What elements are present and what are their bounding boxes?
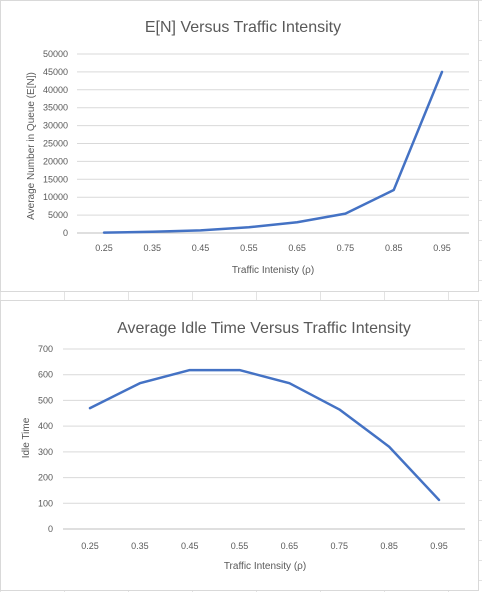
x-tick-label: 0.35 <box>144 243 162 253</box>
x-tick-label: 0.95 <box>433 243 451 253</box>
data-point <box>388 445 390 448</box>
x-tick-label: 0.35 <box>131 541 149 551</box>
x-tick-label: 0.45 <box>181 541 199 551</box>
data-point <box>296 221 298 224</box>
chart-title: Average Idle Time Versus Traffic Intensi… <box>117 320 411 337</box>
y-tick-label: 5000 <box>48 210 68 220</box>
x-tick-label: 0.85 <box>380 541 398 551</box>
x-tick-label: 0.25 <box>95 243 113 253</box>
x-tick-label: 0.85 <box>385 243 403 253</box>
y-tick-label: 700 <box>38 344 53 354</box>
chart-en-vs-traffic[interactable]: E[N] Versus Traffic Intensity 0 5000 10000 1… <box>0 0 479 292</box>
y-tick-label: 30000 <box>43 121 68 131</box>
chart-title: E[N] Versus Traffic Intensity <box>145 19 341 36</box>
y-tick-label: 50000 <box>43 49 68 59</box>
y-tick-label: 40000 <box>43 85 68 95</box>
chart-idle-vs-traffic[interactable]: Average Idle Time Versus Traffic Intensi… <box>0 300 479 591</box>
data-point <box>139 382 141 384</box>
x-axis-title: Traffic Intensity (ρ) <box>224 561 306 572</box>
chart-en-svg: E[N] Versus Traffic Intensity 0 5000 10000 1… <box>26 19 469 276</box>
series-line <box>88 368 441 502</box>
y-tick-label: 10000 <box>43 192 68 202</box>
y-axis-title: Idle Time <box>21 417 32 458</box>
y-tick-label: 15000 <box>43 174 68 184</box>
y-tick-label: 300 <box>38 447 53 457</box>
data-point <box>238 369 241 371</box>
chart-idle-svg: Average Idle Time Versus Traffic Intensi… <box>21 320 465 572</box>
y-tick-label: 200 <box>38 473 53 483</box>
data-point <box>441 71 443 73</box>
x-tick-label: 0.65 <box>288 243 306 253</box>
x-tick-label: 0.55 <box>231 541 249 551</box>
data-point <box>151 230 154 233</box>
series-line <box>102 70 444 234</box>
y-tick-label: 600 <box>38 370 53 380</box>
y-tick-label: 25000 <box>43 139 68 149</box>
data-point <box>89 407 91 409</box>
data-point <box>288 382 291 384</box>
data-point <box>248 226 250 229</box>
x-tick-label: 0.25 <box>81 541 99 551</box>
data-point <box>338 408 341 411</box>
y-tick-label: 45000 <box>43 67 68 77</box>
x-tick-label: 0.95 <box>430 541 448 551</box>
x-tick-label: 0.45 <box>192 243 210 253</box>
data-point <box>344 212 347 215</box>
x-tick-label: 0.65 <box>281 541 299 551</box>
y-tick-label: 400 <box>38 421 53 431</box>
y-tick-label: 0 <box>63 228 68 238</box>
data-point <box>103 231 105 234</box>
x-tick-label: 0.75 <box>337 243 355 253</box>
x-axis-title: Traffic Intenisty (ρ) <box>232 265 314 276</box>
data-point <box>438 499 440 501</box>
data-point <box>199 229 202 232</box>
x-tick-label: 0.75 <box>331 541 349 551</box>
y-tick-label: 100 <box>38 498 53 508</box>
data-point <box>188 369 191 371</box>
y-axis-title: Average Number in Queue (E[N]) <box>26 72 37 220</box>
data-point <box>392 189 395 191</box>
y-tick-label: 500 <box>38 395 53 405</box>
y-tick-label: 0 <box>48 524 53 534</box>
x-tick-label: 0.55 <box>240 243 258 253</box>
y-tick-label: 35000 <box>43 103 68 113</box>
y-tick-label: 20000 <box>43 156 68 166</box>
